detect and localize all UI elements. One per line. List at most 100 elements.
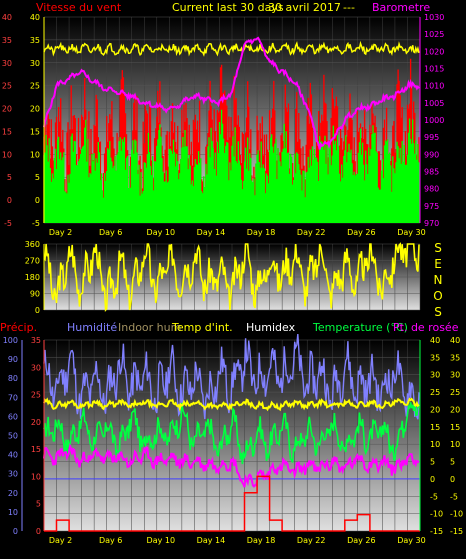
y-right-tick-label: 35 (430, 353, 440, 362)
y-humidity-tick-label: 70 (8, 393, 18, 402)
y-left-tick-label: 10 (2, 150, 12, 159)
header-wind-label: Vitesse du vent (36, 1, 122, 14)
precip-line (44, 475, 420, 532)
y-mid-tick-label: 25 (30, 82, 40, 91)
y-right-tick-label: -15 (430, 527, 443, 536)
temperature-chart-series (43, 334, 420, 532)
y-right2-tick-label: -10 (450, 510, 463, 519)
y-mid-tick-label: 40 (30, 13, 40, 22)
x-tick-label: Day 22 (297, 228, 326, 237)
x-tick-label: Day 2 (49, 536, 72, 545)
y-mid-tick-label: 5 (35, 173, 40, 182)
x-tick-label: Day 14 (197, 536, 226, 545)
y-left-tick-label: 0 (7, 196, 12, 205)
x-tick-label: Day 22 (297, 536, 326, 545)
header-barometer-label: Barometre (372, 1, 430, 14)
y-tick-label: 360 (25, 240, 40, 249)
legend-dew: Pt. de rosée (393, 321, 459, 334)
y-right-tick-label: 0 (430, 475, 435, 484)
y-precip-tick-label: 15 (31, 445, 41, 454)
legend-indoor-hum: Indoor hum (118, 321, 181, 334)
y-left-tick-label: 5 (7, 173, 12, 182)
x-tick-label: Day 18 (247, 228, 276, 237)
y-right-tick-label: 1025 (424, 30, 444, 39)
y-mid-tick-label: 35 (30, 36, 40, 45)
x-tick-label: Day 10 (147, 228, 176, 237)
y-right2-tick-label: 35 (450, 353, 460, 362)
y-right2-tick-label: 30 (450, 371, 460, 380)
y-right-tick-label: -5 (430, 492, 438, 501)
y-mid-tick-label: -5 (32, 219, 40, 228)
legend-humidity: Humidité (67, 321, 117, 334)
y-precip-tick-label: 0 (36, 527, 41, 536)
y-right-tick-label: 1005 (424, 99, 444, 108)
y-right-tick-label: 15 (430, 423, 440, 432)
y-right2-tick-label: -5 (450, 492, 458, 501)
x-tick-label: Day 26 (347, 228, 376, 237)
y-left-tick-label: 25 (2, 82, 12, 91)
y-right-tick-label: 980 (424, 185, 439, 194)
y-right-tick-label: 1030 (424, 13, 444, 22)
y-left-tick-label: 30 (2, 59, 12, 68)
y-precip-tick-label: 20 (31, 418, 41, 427)
x-tick-label: Day 6 (99, 536, 122, 545)
x-tick-label: Day 10 (147, 536, 176, 545)
humidity-line (43, 334, 420, 420)
y-tick-label: 270 (25, 257, 40, 266)
compass-letter-2: E (434, 257, 442, 271)
y-tick-label: 0 (35, 306, 40, 315)
indoor-temp-line (43, 397, 420, 413)
header-dash: --- (343, 1, 355, 14)
x-tick-label: Day 6 (99, 228, 122, 237)
y-humidity-tick-label: 30 (8, 470, 18, 479)
y-mid-tick-label: 0 (35, 196, 40, 205)
y-right2-tick-label: -15 (450, 527, 463, 536)
y-humidity-tick-label: 50 (8, 432, 18, 441)
y-right-tick-label: 995 (424, 133, 439, 142)
temperature-line (43, 402, 420, 465)
y-right-tick-label: 970 (424, 219, 439, 228)
y-mid-tick-label: 10 (30, 150, 40, 159)
y-left-tick-label: 35 (2, 36, 12, 45)
y-left-tick-label: 20 (2, 105, 12, 114)
y-right-tick-label: 10 (430, 440, 440, 449)
y-right-tick-label: 1010 (424, 82, 444, 91)
y-humidity-tick-label: 10 (8, 508, 18, 517)
y-mid-tick-label: 30 (30, 59, 40, 68)
reference-line (43, 40, 420, 57)
y-right-tick-label: 20 (430, 405, 440, 414)
wind-direction-compass-letters: S E N O S (433, 241, 442, 319)
legend-indoor-temp: Temp d'int. (171, 321, 233, 334)
y-left-tick-label: 15 (2, 127, 12, 136)
y-right-tick-label: 1000 (424, 116, 444, 125)
y-right2-tick-label: 25 (450, 388, 460, 397)
y-precip-tick-label: 30 (31, 363, 41, 372)
header-date: 30 avril 2017 (268, 1, 341, 14)
y-precip-tick-label: 25 (31, 391, 41, 400)
y-mid-tick-label: 20 (30, 105, 40, 114)
y-right-tick-label: 1020 (424, 47, 444, 56)
y-humidity-tick-label: 20 (8, 489, 18, 498)
wind-direction-axes: 0 90 180 270 360 (25, 240, 45, 315)
y-precip-tick-label: 10 (31, 472, 41, 481)
y-right2-tick-label: 15 (450, 423, 460, 432)
y-humidity-tick-label: 80 (8, 374, 18, 383)
wind-direction-line (43, 242, 420, 312)
wind-direction-series (43, 242, 420, 312)
y-right2-tick-label: 0 (450, 475, 455, 484)
y-precip-tick-label: 35 (31, 336, 41, 345)
y-right-tick-label: 990 (424, 150, 439, 159)
x-tick-label: Day 2 (49, 228, 72, 237)
y-right-tick-label: 985 (424, 168, 439, 177)
y-humidity-tick-label: 100 (3, 336, 18, 345)
barometer-line (43, 36, 420, 150)
x-tick-label: Day 14 (197, 228, 226, 237)
y-humidity-tick-label: 60 (8, 412, 18, 421)
compass-letter-5: S (434, 305, 442, 319)
y-right-tick-label: -10 (430, 510, 443, 519)
compass-letter-1: S (434, 241, 442, 255)
y-right2-tick-label: 20 (450, 405, 460, 414)
y-right2-tick-label: 40 (450, 336, 460, 345)
y-tick-label: 180 (25, 273, 40, 282)
